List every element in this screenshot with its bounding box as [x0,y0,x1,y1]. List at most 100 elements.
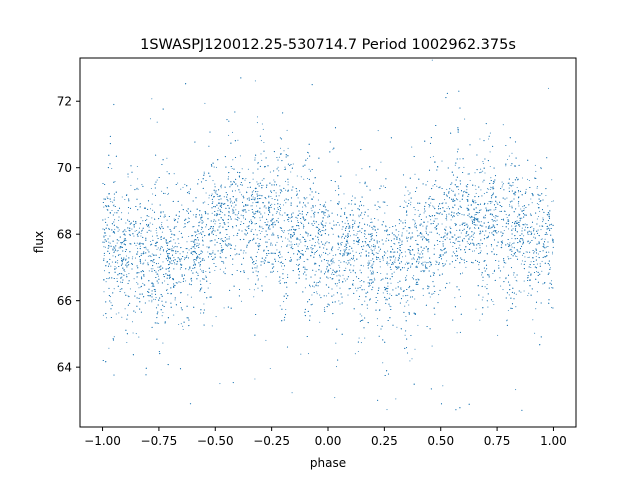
data-point [523,235,525,237]
data-point [306,177,309,180]
data-point [369,284,371,287]
data-point [387,285,389,287]
data-point [463,166,465,168]
data-point [186,210,188,212]
data-point [130,184,132,186]
data-point [551,253,554,255]
data-point [277,260,279,262]
data-point [151,98,153,100]
data-point [108,246,110,248]
data-point [103,270,106,272]
data-point [263,259,265,261]
data-point [495,220,497,222]
data-point [542,243,544,245]
data-point [410,204,412,206]
data-point [401,234,403,236]
data-point [294,228,296,231]
data-point [287,218,290,220]
data-point [103,246,105,248]
data-point [372,273,374,275]
data-point [331,272,334,274]
data-point [454,193,456,195]
data-point [339,266,341,268]
data-point [245,177,247,180]
data-point [208,197,210,199]
data-point [485,245,488,247]
data-point [363,214,366,216]
data-point [279,185,281,187]
data-point [329,252,331,254]
data-point [414,224,416,226]
data-point [287,181,289,183]
data-point [405,201,407,203]
data-point [386,204,388,207]
data-point [551,179,553,181]
data-point [273,179,275,181]
data-point [527,233,529,235]
data-point [106,196,108,198]
data-point [220,238,222,240]
data-point [429,231,431,233]
data-point [271,271,273,273]
data-point [119,281,122,283]
data-point [295,263,298,266]
data-point [496,219,498,221]
data-point [254,229,257,231]
data-point [433,248,435,250]
data-point [520,291,522,293]
data-point [215,235,217,237]
data-point [234,254,236,256]
data-point [205,212,207,214]
data-point [281,229,283,232]
data-point [376,232,378,234]
data-point [536,291,538,293]
data-point [315,235,317,237]
data-point [117,259,119,262]
data-point [435,229,437,231]
data-point [254,80,256,82]
data-point [364,300,366,302]
data-point [494,217,496,219]
data-point [141,184,143,186]
data-point [405,301,407,303]
data-point [534,251,536,253]
data-point [194,263,196,265]
data-point [105,235,107,237]
data-point [424,270,426,272]
data-point [269,171,271,173]
data-point [113,250,115,252]
data-point [389,226,391,229]
data-point [111,209,113,212]
data-point [259,226,261,228]
data-point [411,146,413,148]
data-point [311,303,313,305]
data-point [517,216,519,218]
data-point [214,223,216,225]
data-point [119,288,121,290]
data-point [466,234,468,236]
data-point [510,164,512,167]
data-point [429,156,432,158]
data-point [314,205,317,207]
data-point [136,242,138,244]
data-point [277,217,279,219]
data-point [260,153,262,155]
data-point [228,236,230,238]
data-point [220,245,222,247]
data-point [413,258,415,260]
data-point [422,225,424,227]
data-point [300,221,302,223]
data-point [425,230,427,232]
data-point [330,200,332,202]
data-point [353,229,355,232]
data-point [516,255,518,258]
data-point [432,155,434,158]
data-point [254,378,256,380]
data-point [174,242,176,244]
data-point [417,278,419,280]
data-point [338,202,340,204]
data-point [344,249,346,251]
data-point [124,198,126,201]
data-point [136,165,138,168]
data-point [308,168,310,170]
